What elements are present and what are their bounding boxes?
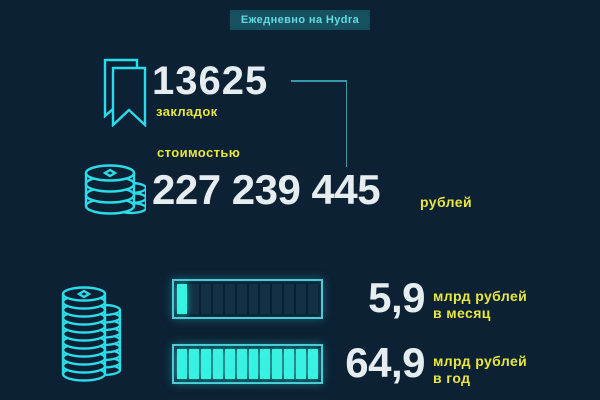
connector-line-vertical: [345, 80, 347, 167]
month-value: 5,9: [368, 274, 425, 321]
bar-segment: [177, 349, 187, 379]
connector-line-horizontal: [291, 80, 347, 82]
bar-segment: [296, 284, 307, 314]
progress-bar-month: [172, 279, 323, 319]
progress-bar-year: [172, 344, 323, 384]
bar-segment: [188, 284, 199, 314]
month-unit-line2: в месяц: [433, 305, 491, 322]
cost-prefix-label: стоимостью: [157, 145, 241, 160]
bar-segment: [248, 349, 259, 379]
coin-stack-icon: [61, 286, 122, 382]
bar-segment: [248, 284, 259, 314]
bar-segment: [224, 284, 235, 314]
bar-segment: [272, 284, 283, 314]
badge-label: Ежедневно на Hydra: [240, 14, 360, 26]
bookmark-icon: [103, 58, 147, 127]
year-unit-line1: млрд рублей: [433, 353, 528, 369]
bar-segment: [212, 349, 223, 379]
coins-icon: [84, 164, 146, 215]
bar-segment: [260, 284, 271, 314]
bar-segment: [260, 349, 271, 379]
bar-segment: [200, 284, 211, 314]
stack-left: [61, 286, 107, 382]
bar-segment: [308, 349, 319, 379]
month-unit-line1: млрд рублей: [433, 288, 528, 304]
header-badge: Ежедневно на Hydra: [229, 10, 371, 30]
bar-segment: [224, 349, 235, 379]
bar-segment: [308, 284, 319, 314]
bar-segment: [272, 349, 283, 379]
month-unit-label: млрд рублей в месяц: [433, 288, 527, 322]
year-value: 64,9: [345, 339, 425, 386]
bar-segment: [296, 349, 307, 379]
bookmarks-label: закладок: [156, 104, 218, 119]
cost-value: 227 239 445: [152, 166, 381, 213]
bar-segment: [177, 284, 187, 314]
coins-left-stack: [84, 164, 136, 215]
year-unit-label: млрд рублей в год: [433, 353, 527, 387]
bookmarks-count: 13625: [152, 59, 269, 103]
bar-segment: [188, 349, 199, 379]
bar-segment: [236, 349, 247, 379]
year-unit-line2: в год: [433, 370, 471, 387]
cost-unit-label: рублей: [420, 194, 472, 210]
bar-segment: [212, 284, 223, 314]
bar-segment: [236, 284, 247, 314]
bar-segment: [284, 284, 295, 314]
bar-segment: [200, 349, 211, 379]
bar-segment: [284, 349, 295, 379]
